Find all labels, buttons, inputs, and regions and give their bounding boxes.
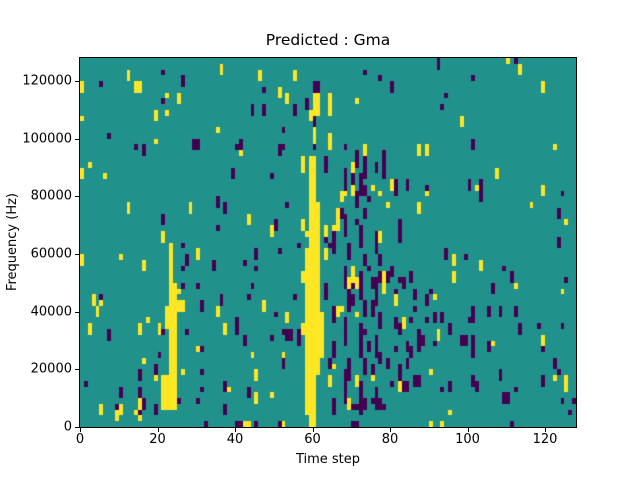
chart-title: Predicted : Gma — [265, 31, 391, 49]
y-tick-label-40000: 40000 — [30, 304, 72, 320]
x-tick-label-0: 0 — [75, 432, 85, 447]
x-tick-label-20: 20 — [149, 432, 166, 447]
x-tick-mark-20 — [157, 428, 159, 432]
y-tick-mark-0 — [75, 427, 79, 428]
y-tick-label-20000: 20000 — [30, 361, 72, 377]
y-tick-mark-120000 — [75, 81, 79, 83]
y-tick-mark-20000 — [75, 369, 79, 371]
y-tick-label-120000: 120000 — [22, 73, 72, 89]
x-tick-mark-40 — [235, 428, 236, 432]
plot-frame — [79, 57, 577, 428]
y-tick-label-100000: 100000 — [22, 131, 72, 147]
y-tick-label-60000: 60000 — [30, 246, 72, 262]
x-tick-label-120: 120 — [532, 432, 558, 447]
x-tick-mark-80 — [390, 428, 391, 432]
x-tick-mark-60 — [312, 428, 314, 432]
x-tick-mark-0 — [80, 428, 81, 432]
x-tick-label-100: 100 — [455, 432, 480, 447]
heatmap-canvas — [80, 58, 576, 427]
y-tick-mark-40000 — [75, 311, 79, 313]
y-tick-label-80000: 80000 — [30, 188, 72, 204]
y-tick-mark-100000 — [75, 138, 79, 140]
x-tick-label-40: 40 — [226, 432, 244, 447]
x-tick-label-80: 80 — [381, 432, 399, 447]
y-tick-mark-80000 — [75, 196, 79, 198]
x-axis-label: Time step — [295, 452, 361, 467]
x-tick-label-60: 60 — [304, 432, 321, 447]
x-tick-mark-100 — [467, 428, 469, 432]
y-tick-label-0: 0 — [63, 419, 72, 435]
y-tick-mark-60000 — [75, 254, 79, 256]
x-tick-mark-120 — [545, 428, 546, 432]
